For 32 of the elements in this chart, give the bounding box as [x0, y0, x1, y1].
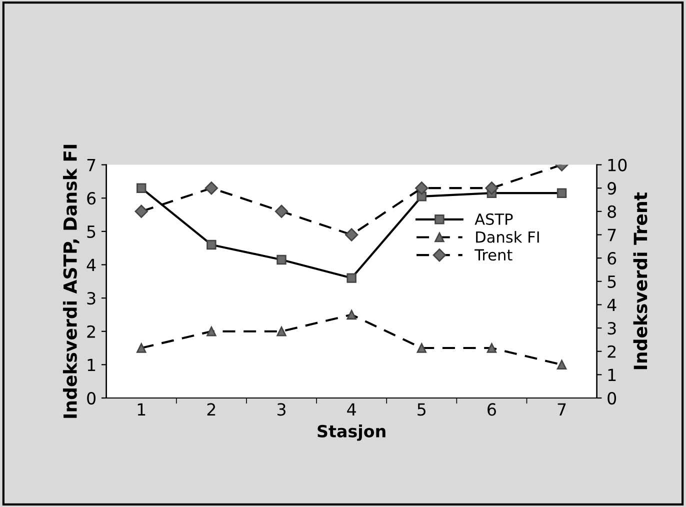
y2-tick-label: 1: [608, 368, 616, 382]
y2-tick-label: 2: [608, 345, 616, 358]
y2-tick-label: 7: [608, 228, 616, 242]
y2-tick-label: 10: [608, 158, 627, 172]
legend-label: ASTP: [474, 213, 513, 225]
y-tick-label: 2: [87, 325, 95, 338]
y2-tick-label: 3: [608, 322, 616, 335]
y-tick-label: 0: [87, 392, 96, 405]
x-tick-label: 6: [488, 403, 496, 416]
y-tick-label: 3: [87, 292, 96, 305]
y2-tick-label: 9: [608, 182, 616, 195]
y2-tick-label: 0: [608, 392, 616, 405]
y-tick-label: 1: [88, 358, 96, 372]
legend-label: Trent: [474, 249, 512, 261]
y2-tick-label: 4: [607, 298, 616, 312]
x-tick-label: 3: [277, 403, 286, 416]
legend-label: Dansk FI: [476, 230, 539, 243]
x-tick-label: 5: [418, 403, 426, 416]
x-tick-label: 4: [347, 403, 356, 416]
x-tick-label: 1: [138, 403, 146, 416]
y2-axis-title: Indeksverdi Trent: [633, 192, 648, 370]
y-tick-label: 4: [86, 258, 96, 272]
y-tick-label: 5: [87, 226, 96, 238]
y-axis-title: Indeksverdi ASTP, Dansk FI: [62, 144, 80, 418]
x-tick-label: 7: [558, 403, 566, 416]
y-tick-label: 7: [87, 158, 96, 172]
y2-tick-label: 6: [608, 252, 616, 265]
x-axis-title: Stasjon: [318, 424, 386, 441]
y2-tick-label: 5: [608, 276, 616, 288]
y2-tick-label: 8: [608, 205, 616, 218]
y-tick-label: 6: [87, 192, 96, 205]
x-tick-label: 2: [207, 403, 216, 416]
